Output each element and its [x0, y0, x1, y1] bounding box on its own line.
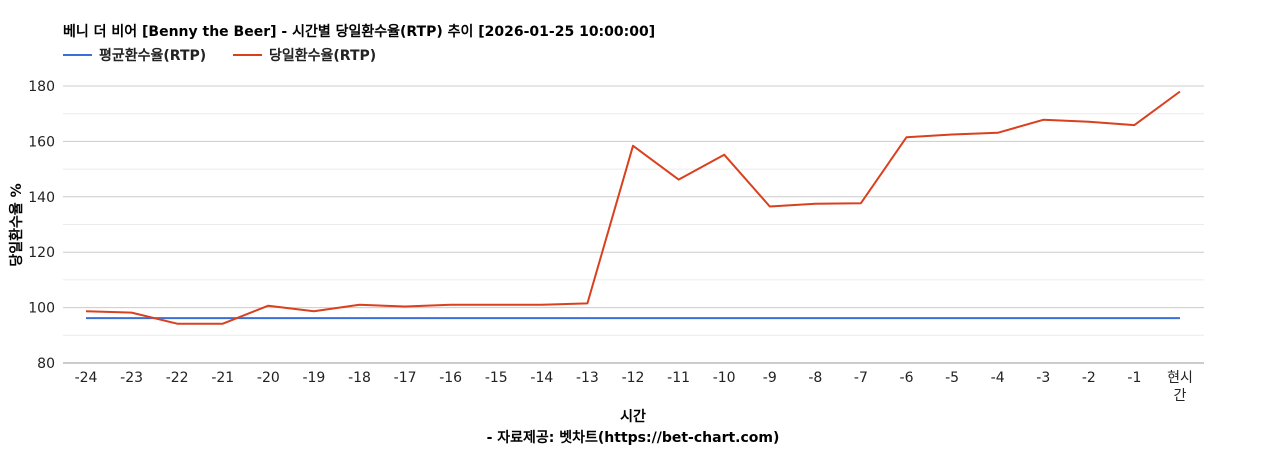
x-tick-label: -9: [763, 370, 777, 386]
x-tick-label: -10: [713, 370, 736, 386]
x-tick-label: -4: [991, 370, 1005, 386]
y-tick-label: 160: [28, 134, 55, 150]
gridlines: [63, 85, 1204, 364]
x-tick-label: 현시 간: [1167, 370, 1193, 404]
x-tick-label: -23: [120, 370, 143, 386]
x-tick-label: -2: [1082, 370, 1096, 386]
x-tick-label: -24: [75, 370, 98, 386]
y-tick-label: 180: [28, 79, 55, 95]
x-tick-label: -11: [667, 370, 690, 386]
y-tick-label: 120: [28, 245, 55, 261]
x-tick-label: -22: [166, 370, 189, 386]
legend[interactable]: 평균환수율(RTP) 당일환수율(RTP): [63, 47, 376, 64]
x-axis-ticks: -24 -23 -22 -21 -20 -19 -18 -17 -16 -15 -14 -13 -12 -…: [75, 370, 1193, 404]
legend-label-daily: 당일환수율(RTP): [269, 47, 376, 64]
x-tick-label: -3: [1036, 370, 1050, 386]
x-tick-label: -1: [1127, 370, 1141, 386]
y-tick-label: 140: [28, 190, 55, 206]
series-line-daily: [85, 90, 1181, 325]
y-axis-label: 당일환수율 %: [8, 183, 25, 266]
legend-item-average[interactable]: 평균환수율(RTP): [63, 47, 206, 64]
x-tick-label: -12: [622, 370, 645, 386]
x-tick-label: -20: [257, 370, 280, 386]
x-tick-label: -18: [348, 370, 371, 386]
x-tick-label: -16: [439, 370, 462, 386]
x-tick-label: -5: [945, 370, 959, 386]
chart-title: 베니 더 비어 [Benny the Beer] - 시간별 당일환수율(RTP…: [63, 23, 655, 40]
series-lines: [85, 90, 1181, 325]
x-axis-label: 시간: [620, 408, 646, 425]
x-tick-label: -15: [485, 370, 508, 386]
y-tick-label: 80: [37, 356, 55, 372]
x-tick-label: -6: [900, 370, 914, 386]
y-axis-ticks: 80 100 120 140 160 180: [28, 79, 55, 372]
legend-item-daily[interactable]: 당일환수율(RTP): [233, 47, 376, 64]
x-tick-label: -8: [808, 370, 822, 386]
x-tick-label: -7: [854, 370, 868, 386]
x-tick-label: -13: [576, 370, 599, 386]
x-tick-label: -14: [530, 370, 553, 386]
x-tick-label: -21: [211, 370, 234, 386]
y-tick-label: 100: [28, 301, 55, 317]
x-tick-label: -19: [302, 370, 325, 386]
source-credit: - 자료제공: 벳차트(https://bet-chart.com): [487, 429, 780, 446]
legend-label-average: 평균환수율(RTP): [99, 47, 206, 64]
x-tick-label: -17: [394, 370, 417, 386]
